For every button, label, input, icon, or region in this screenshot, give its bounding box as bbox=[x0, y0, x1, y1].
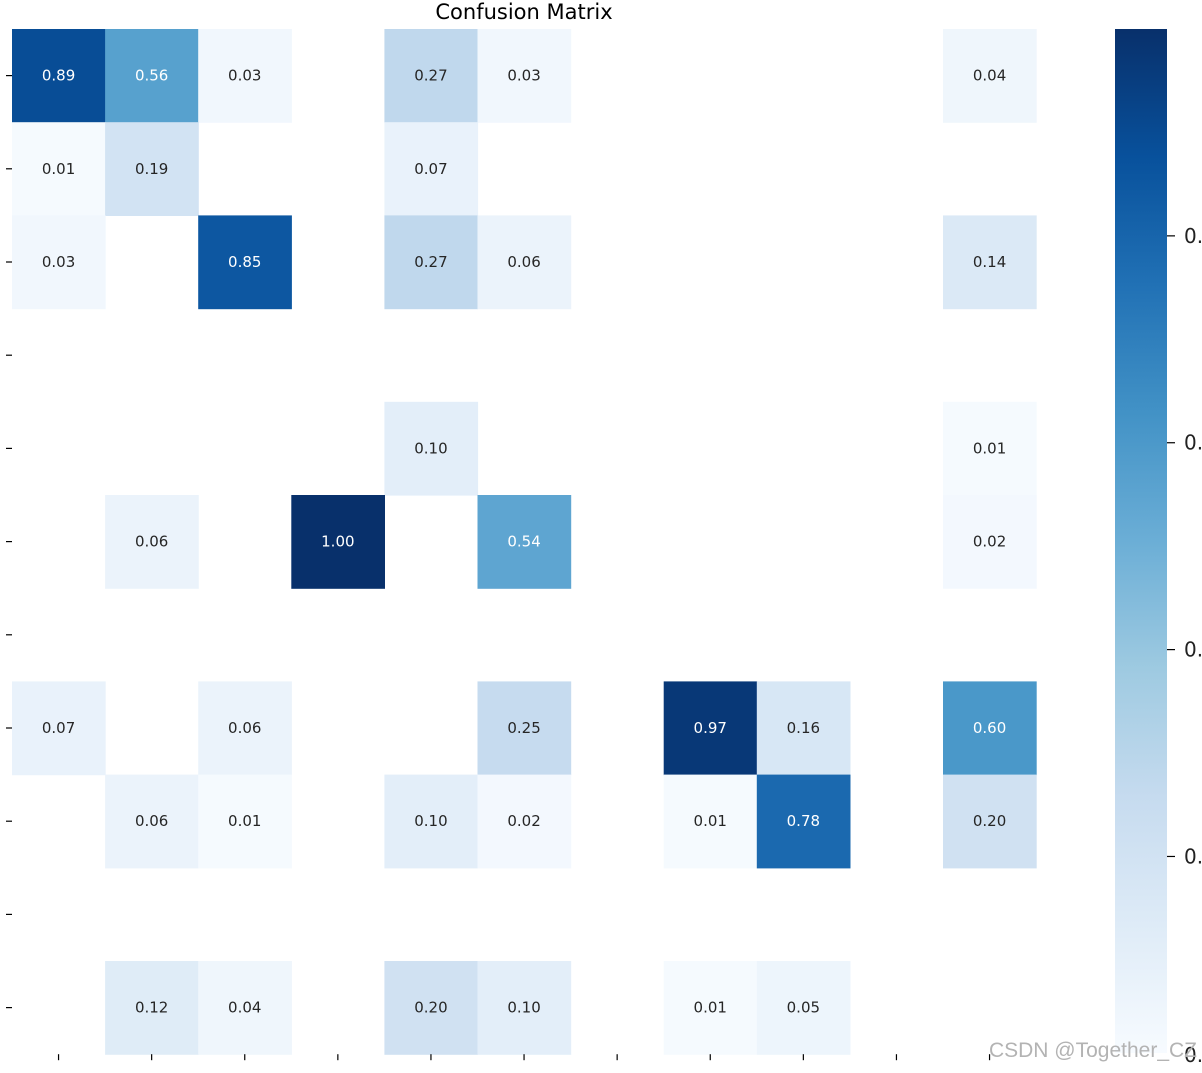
heatmap-cell-label: 0.03 bbox=[507, 67, 540, 85]
heatmap-cell-label: 0.04 bbox=[973, 67, 1006, 85]
heatmap-cell-label: 0.97 bbox=[694, 719, 727, 737]
heatmap-cell-label: 0.01 bbox=[694, 999, 727, 1017]
heatmap-cell-label: 0.06 bbox=[228, 719, 261, 737]
heatmap-cell bbox=[198, 774, 292, 869]
colorbar-tick-label: 0. bbox=[1184, 638, 1202, 662]
heatmap-axis-ticks bbox=[6, 74, 991, 1061]
colorbar-tick-label: 0. bbox=[1184, 844, 1202, 868]
heatmap-cell-label: 0.60 bbox=[973, 719, 1006, 737]
heatmap-cell-label: 0.14 bbox=[973, 253, 1006, 271]
heatmap-cell-label: 0.01 bbox=[694, 812, 727, 830]
heatmap-cell bbox=[105, 774, 199, 869]
heatmap-cell-label: 0.10 bbox=[507, 999, 540, 1017]
heatmap-cell bbox=[384, 401, 479, 496]
heatmap-cell bbox=[198, 29, 292, 123]
heatmap-cell-label: 0.20 bbox=[414, 999, 447, 1017]
heatmap-cell bbox=[384, 774, 479, 869]
heatmap-cell-label: 0.06 bbox=[135, 812, 168, 830]
heatmap-cell bbox=[477, 215, 572, 310]
watermark-text: CSDN @Together_CZ bbox=[989, 1039, 1197, 1062]
heatmap-cell-label: 0.20 bbox=[973, 812, 1006, 830]
heatmap-cell-label: 0.07 bbox=[414, 160, 447, 178]
heatmap-cell bbox=[756, 681, 851, 776]
heatmap-cell bbox=[943, 495, 1037, 589]
heatmap-cell bbox=[291, 495, 385, 589]
heatmap-cell-label: 0.06 bbox=[135, 533, 168, 551]
heatmap-cell-label: 0.78 bbox=[787, 812, 820, 830]
heatmap-cell-label: 0.54 bbox=[507, 533, 540, 551]
heatmap-cell-label: 0.27 bbox=[414, 253, 447, 271]
heatmap-cell-label: 0.85 bbox=[228, 253, 261, 271]
heatmap-cell-label: 0.06 bbox=[507, 253, 540, 271]
heatmap-cell bbox=[12, 215, 106, 310]
heatmap-cell bbox=[663, 774, 758, 869]
heatmap-cell-label: 0.16 bbox=[787, 719, 820, 737]
heatmap-cell bbox=[943, 774, 1037, 869]
heatmap-cell bbox=[198, 681, 292, 776]
heatmap-cell-label: 0.04 bbox=[228, 999, 261, 1017]
heatmap-cell bbox=[477, 681, 572, 776]
heatmap-cell bbox=[477, 774, 572, 869]
heatmap-cell bbox=[756, 961, 851, 1055]
colorbar: 0. 0. 0. 0. 0. bbox=[1115, 29, 1202, 1067]
chart-title: Confusion Matrix bbox=[435, 0, 612, 24]
heatmap-cell bbox=[756, 774, 851, 869]
heatmap-cell bbox=[943, 29, 1037, 123]
heatmap-cell-label: 0.02 bbox=[507, 812, 540, 830]
heatmap-cell-label: 0.10 bbox=[414, 812, 447, 830]
heatmap-cell-label: 0.01 bbox=[973, 439, 1006, 457]
heatmap-cell bbox=[943, 401, 1037, 496]
heatmap-cell bbox=[105, 29, 199, 123]
heatmap-cell-label: 0.02 bbox=[973, 533, 1006, 551]
heatmap-cell-label: 0.07 bbox=[42, 719, 75, 737]
heatmap-cells: 0.89 0.56 0.03 0.27 0.03 0.04 0.01 0.19 0.07 0.03… bbox=[12, 29, 1037, 1055]
heatmap-cell bbox=[12, 122, 106, 216]
heatmap-cell bbox=[384, 122, 479, 216]
heatmap-cell bbox=[384, 215, 479, 310]
colorbar-bottom-label: 0. bbox=[1184, 1043, 1202, 1067]
heatmap-cell bbox=[384, 29, 479, 123]
colorbar-gradient bbox=[1115, 29, 1167, 1053]
heatmap-cell bbox=[477, 961, 572, 1055]
heatmap-cell-label: 0.56 bbox=[135, 67, 168, 85]
heatmap-cell bbox=[198, 961, 292, 1055]
heatmap-cell bbox=[477, 495, 572, 589]
heatmap-cell-label: 0.10 bbox=[414, 439, 447, 457]
heatmap-cell bbox=[384, 961, 479, 1055]
heatmap-cell-label: 0.19 bbox=[135, 160, 168, 178]
heatmap-cell bbox=[105, 961, 199, 1055]
heatmap-cell-label: 0.12 bbox=[135, 999, 168, 1017]
heatmap-cell-label: 1.00 bbox=[321, 533, 354, 551]
heatmap-cell bbox=[663, 681, 758, 776]
colorbar-tick-label: 0. bbox=[1184, 431, 1202, 455]
heatmap-cell bbox=[12, 681, 106, 776]
colorbar-tick-label: 0. bbox=[1184, 224, 1202, 248]
heatmap-cell-label: 0.89 bbox=[42, 67, 75, 85]
heatmap-cell-label: 0.01 bbox=[42, 160, 75, 178]
heatmap-cell-label: 0.01 bbox=[228, 812, 261, 830]
heatmap-cell-label: 0.25 bbox=[507, 719, 540, 737]
heatmap-cell bbox=[105, 495, 199, 589]
heatmap-cell bbox=[477, 29, 572, 123]
heatmap-cell-label: 0.27 bbox=[414, 67, 447, 85]
heatmap-cell bbox=[105, 122, 199, 216]
heatmap-cell bbox=[198, 215, 292, 310]
heatmap-cell bbox=[663, 961, 758, 1055]
heatmap-cell-label: 0.03 bbox=[228, 67, 261, 85]
heatmap-cell-label: 0.03 bbox=[42, 253, 75, 271]
heatmap-cell bbox=[943, 215, 1037, 310]
heatmap-cell bbox=[12, 29, 106, 123]
heatmap-cell bbox=[943, 681, 1037, 776]
heatmap-cell-label: 0.05 bbox=[787, 999, 820, 1017]
